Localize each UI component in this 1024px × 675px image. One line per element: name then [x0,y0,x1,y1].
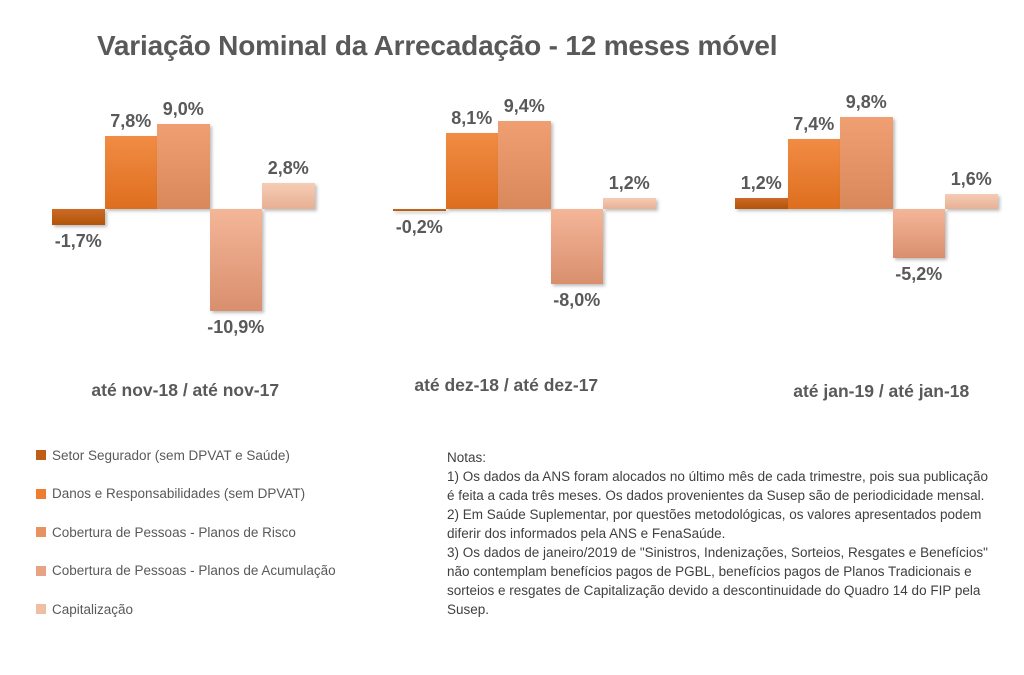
bar-setor-segurador [735,197,788,209]
legend-swatch-icon [36,527,46,537]
bar-danos-responsabilidades [104,135,157,209]
category-label: até jan-19 / até jan-18 [793,381,970,401]
category-label: até dez-18 / até dez-17 [414,375,599,395]
bar-cobertura-pessoas-risco [840,116,893,209]
legend-swatch-icon [36,604,46,614]
notes-heading: Notas: [447,450,487,465]
bar-group-3: 1,2% 7,4% 9,8% -5,2% 1,6% até jan-19 / até ja… [735,0,998,430]
bar-cobertura-pessoas-acumulacao [209,209,262,312]
notes: Notas: 1) Os dados da ANS foram alocados… [447,448,995,619]
legend-label: Cobertura de Pessoas - Planos de Acumula… [52,563,336,578]
legend-swatch-icon [36,488,46,499]
value-label: 9,4% [503,95,545,116]
legend-swatch-icon [36,450,46,460]
category-label: até nov-18 / até nov-17 [91,380,280,400]
bar-capitalizacao [603,197,656,209]
value-label: -5,2% [895,263,943,284]
chart-area: -1,7% 7,8% 9,0% -10,9% 2,8% até nov-18 / até … [52,0,998,430]
value-label: 1,2% [740,172,782,193]
value-label: 7,4% [793,114,835,135]
bar-group-2: -0,2% 8,1% 9,4% -8,0% 1,2% até dez-18 / até d… [393,0,656,430]
note-line: 3) Os dados de janeiro/2019 de "Sinistro… [447,545,988,617]
bar-danos-responsabilidades [445,132,498,209]
value-label: 1,6% [950,168,992,189]
value-label: 9,0% [162,99,204,120]
legend-label: Danos e Responsabilidades (sem DPVAT) [52,486,306,501]
bar-danos-responsabilidades [787,139,840,209]
value-label: -8,0% [553,290,601,311]
value-label: 7,8% [110,110,152,131]
legend-label: Capitalização [52,601,134,617]
legend-item-capitalizacao: Capitalização [36,601,436,617]
bar-cobertura-pessoas-risco [498,120,551,209]
value-label: -10,9% [207,317,265,338]
legend-swatch-icon [36,565,46,576]
note-line: 2) Em Saúde Suplementar, por questões me… [447,507,982,541]
legend: Setor Segurador (sem DPVAT e Saúde) Danos… [36,447,436,640]
value-label: -0,2% [395,217,443,237]
bar-capitalizacao [262,182,315,209]
bar-setor-segurador [52,209,105,225]
bar-cobertura-pessoas-acumulacao [550,209,603,285]
value-label: -1,7% [54,230,102,251]
legend-item-cobertura-pessoas-acumulacao: Cobertura de Pessoas - Planos de Acumula… [36,563,436,579]
bar-cobertura-pessoas-risco [157,124,210,209]
note-line: 1) Os dados da ANS foram alocados no últ… [447,469,989,503]
legend-item-setor-segurador: Setor Segurador (sem DPVAT e Saúde) [36,447,436,463]
value-label: 9,8% [845,91,887,112]
legend-item-cobertura-pessoas-risco: Cobertura de Pessoas - Planos de Risco [36,524,436,540]
page-title: Variação Nominal da Arrecadação - 12 mes… [97,30,778,61]
value-label: 8,1% [451,107,493,128]
legend-label: Setor Segurador (sem DPVAT e Saúde) [52,447,290,463]
value-label: 1,2% [608,172,650,193]
value-label: 2,8% [267,157,309,178]
legend-item-danos-responsabilidades: Danos e Responsabilidades (sem DPVAT) [36,486,436,502]
bar-cobertura-pessoas-acumulacao [892,209,945,258]
legend-label: Cobertura de Pessoas - Planos de Risco [52,524,296,540]
bar-setor-segurador [393,209,446,211]
bar-group-1: -1,7% 7,8% 9,0% -10,9% 2,8% até nov-18 / até … [52,0,315,430]
bar-capitalizacao [945,193,998,209]
